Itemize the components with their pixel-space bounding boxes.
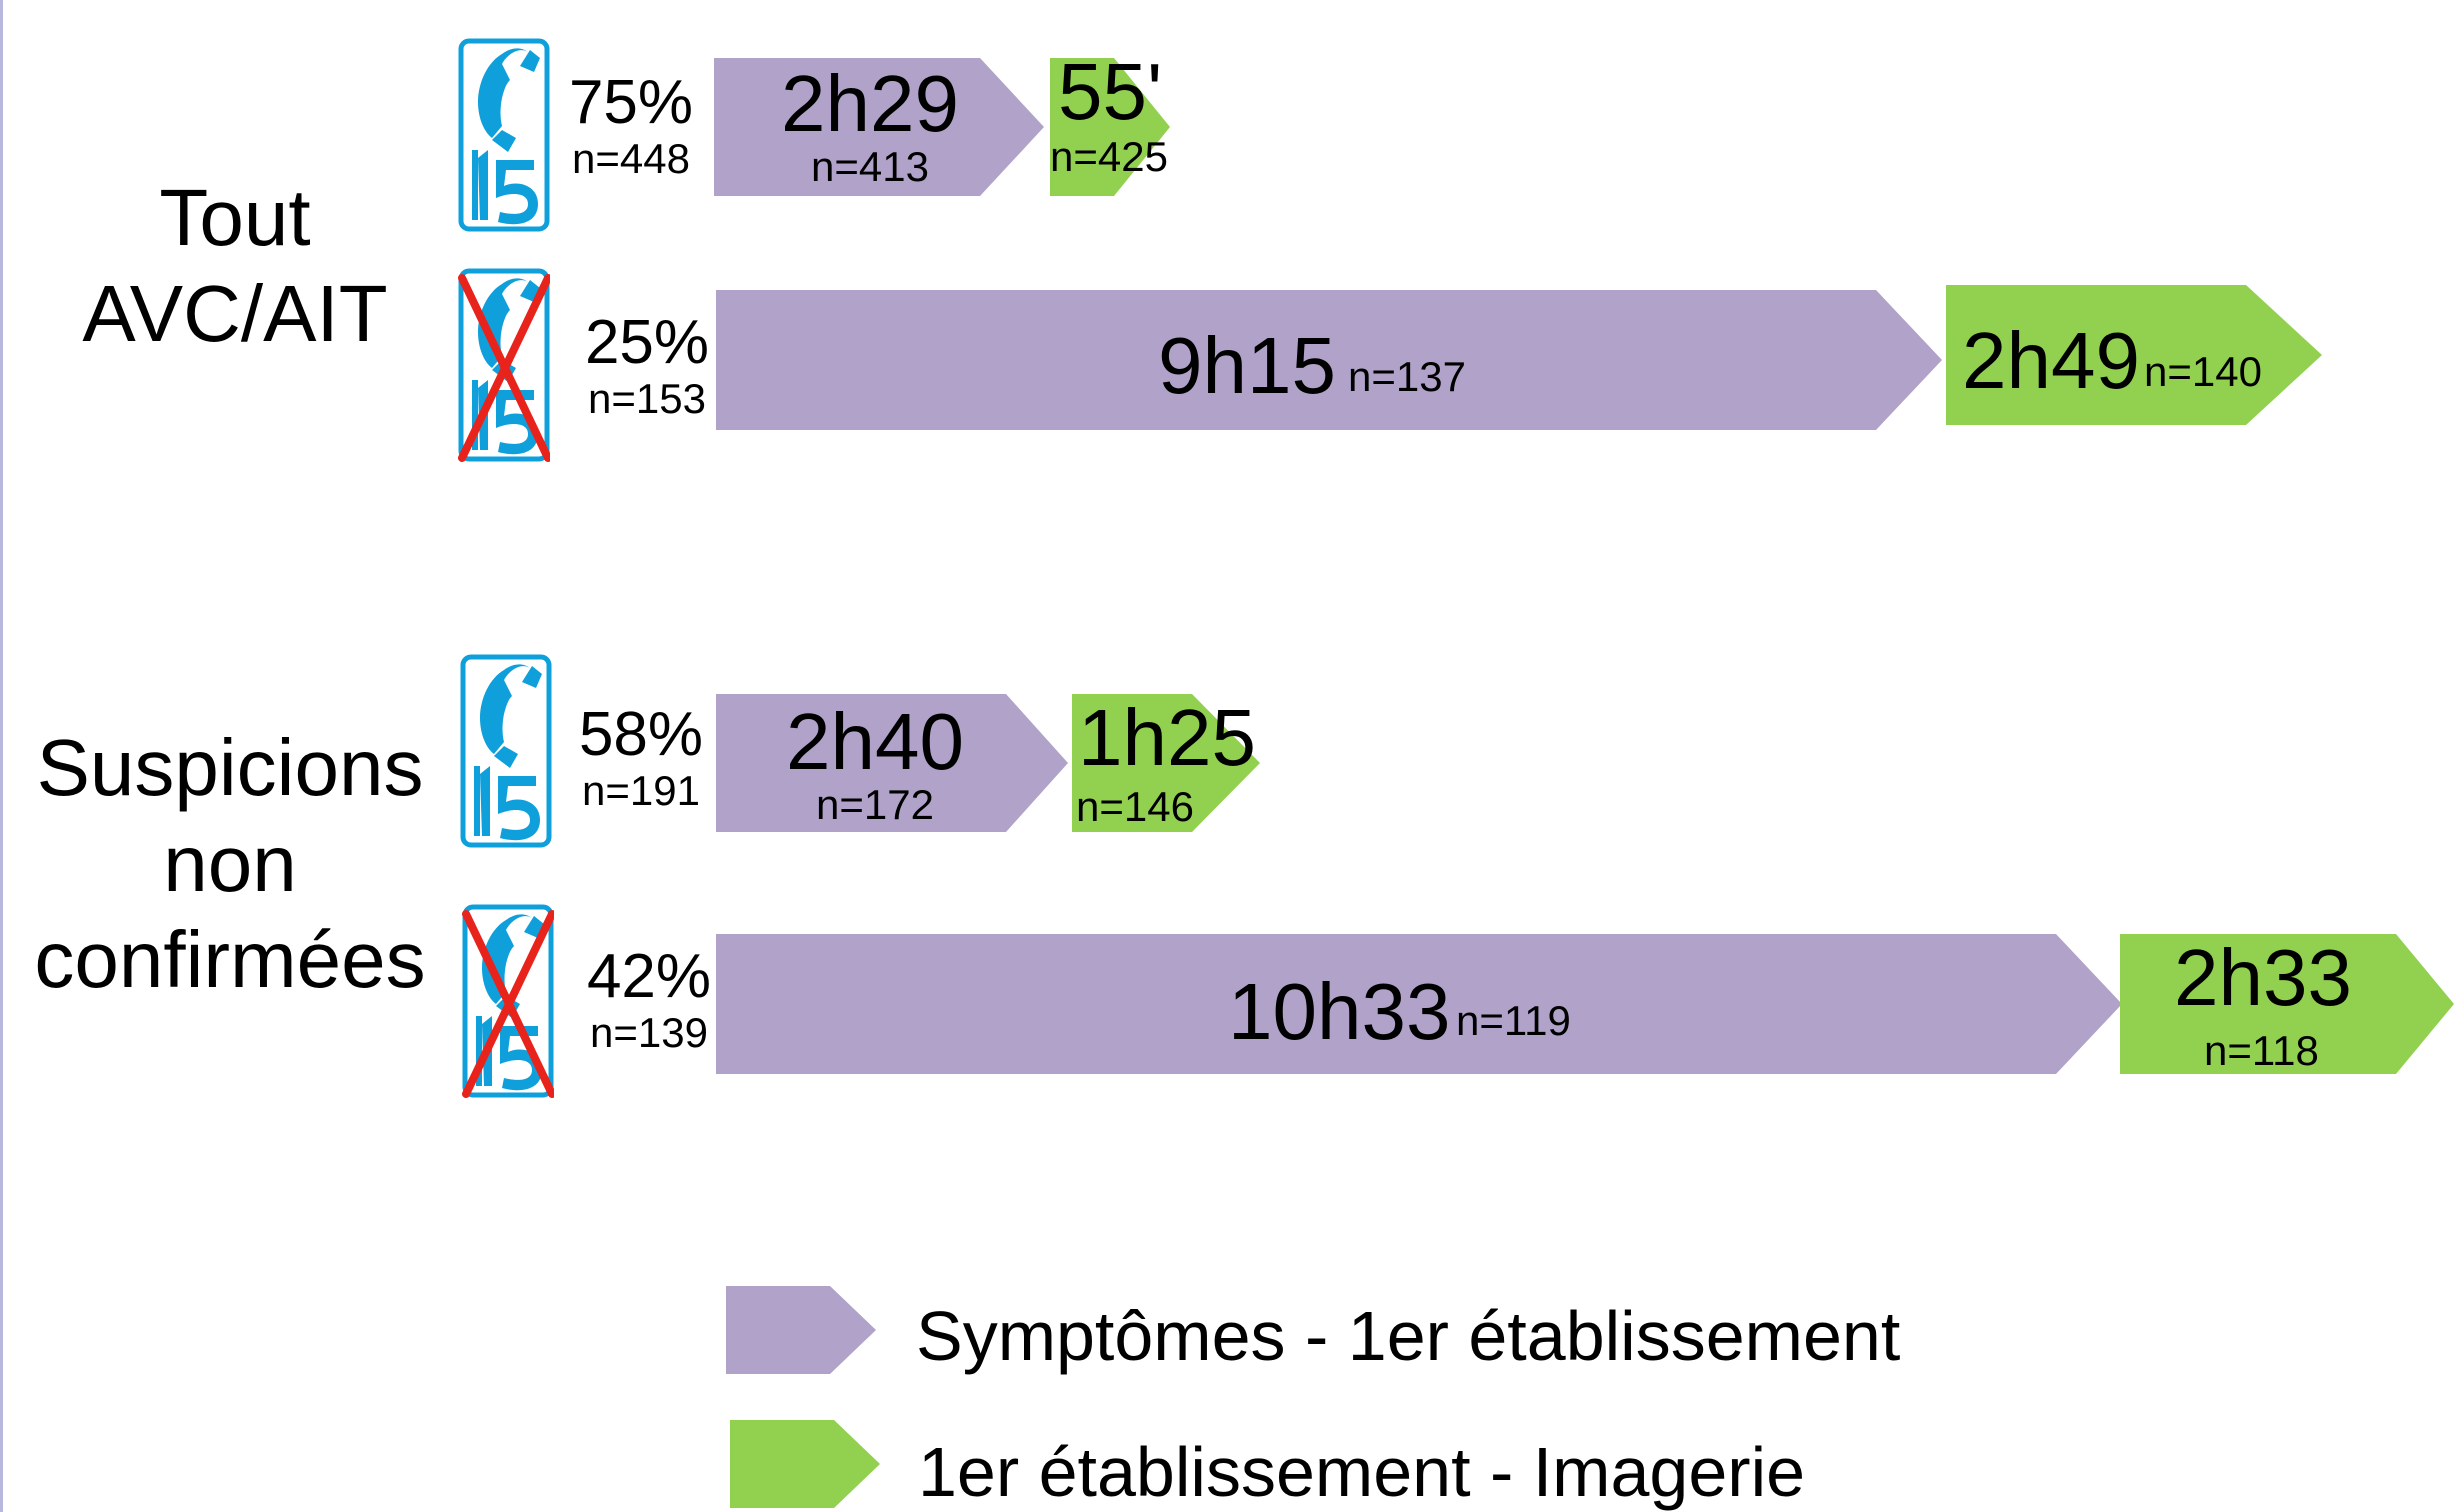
duration-value: 2h49	[1962, 316, 2140, 405]
duration-value: 2h29	[781, 59, 959, 148]
phone-15-crossed-icon	[462, 904, 554, 1098]
arrow-symptom-to-establishment: 9h15 n=137	[716, 290, 1942, 430]
sample-size: n=137	[1348, 353, 1466, 400]
row-percentage: 42% n=139	[574, 944, 724, 1056]
group-label-line: Suspicions	[36, 723, 424, 812]
duration-value: 2h33	[2174, 933, 2352, 1022]
arrow-establishment-to-imaging: 1h25 n=146	[1072, 694, 1260, 832]
duration-value: 10h33	[1228, 967, 1451, 1056]
sample-size: n=119	[1456, 997, 1571, 1044]
row-percentage: 58% n=191	[566, 702, 716, 814]
group-label-line: Tout	[159, 173, 311, 262]
phone-15-icon	[460, 654, 552, 848]
sample-size: n=118	[2204, 1027, 2319, 1074]
arrow-symptom-to-establishment: 2h40 n=172	[716, 694, 1068, 832]
arrow-establishment-to-imaging: 2h33 n=118	[2120, 934, 2454, 1074]
percent-value: 42%	[586, 942, 712, 1011]
group-label-suspicions: Suspicions non confirmées	[20, 720, 440, 1008]
legend-swatch-symptom	[726, 1286, 876, 1374]
row-percentage: 75% n=448	[556, 70, 706, 182]
group-label-tout-avc: Tout AVC/AIT	[60, 170, 410, 362]
sample-size: n=413	[811, 143, 929, 190]
arrow-symptom-to-establishment: 10h33 n=119	[716, 934, 2122, 1074]
arrow-establishment-to-imaging: 55' n=425	[1050, 52, 1170, 196]
arrow-symptom-to-establishment: 2h29 n=413	[714, 58, 1044, 196]
left-border	[0, 0, 3, 1512]
sample-size: n=139	[590, 1009, 708, 1056]
legend-label-symptom: Symptômes - 1er établissement	[916, 1297, 1901, 1375]
sample-size: n=448	[572, 135, 690, 182]
sample-size: n=425	[1050, 133, 1168, 180]
group-label-line: confirmées	[34, 915, 426, 1004]
percent-value: 75%	[568, 68, 694, 137]
duration-value: 1h25	[1078, 693, 1256, 782]
duration-value: 2h40	[786, 697, 964, 786]
row-percentage: 25% n=153	[572, 310, 722, 422]
legend-label-imaging: 1er établissement - Imagerie	[918, 1433, 1806, 1511]
group-label-line: AVC/AIT	[82, 269, 388, 358]
sample-size: n=191	[582, 767, 700, 814]
phone-15-crossed-icon	[458, 268, 550, 462]
arrow-establishment-to-imaging: 2h49 n=140	[1946, 285, 2322, 425]
legend-swatch-imaging	[730, 1420, 880, 1508]
duration-value: 55'	[1058, 47, 1163, 136]
sample-size: n=140	[2144, 348, 2262, 395]
sample-size: n=153	[588, 375, 706, 422]
sample-size: n=146	[1076, 783, 1194, 830]
group-label-line: non	[163, 819, 297, 908]
duration-value: 9h15	[1158, 321, 1336, 410]
sample-size: n=172	[816, 781, 934, 828]
percent-value: 25%	[584, 308, 710, 377]
percent-value: 58%	[578, 700, 704, 769]
phone-15-icon	[458, 38, 550, 232]
